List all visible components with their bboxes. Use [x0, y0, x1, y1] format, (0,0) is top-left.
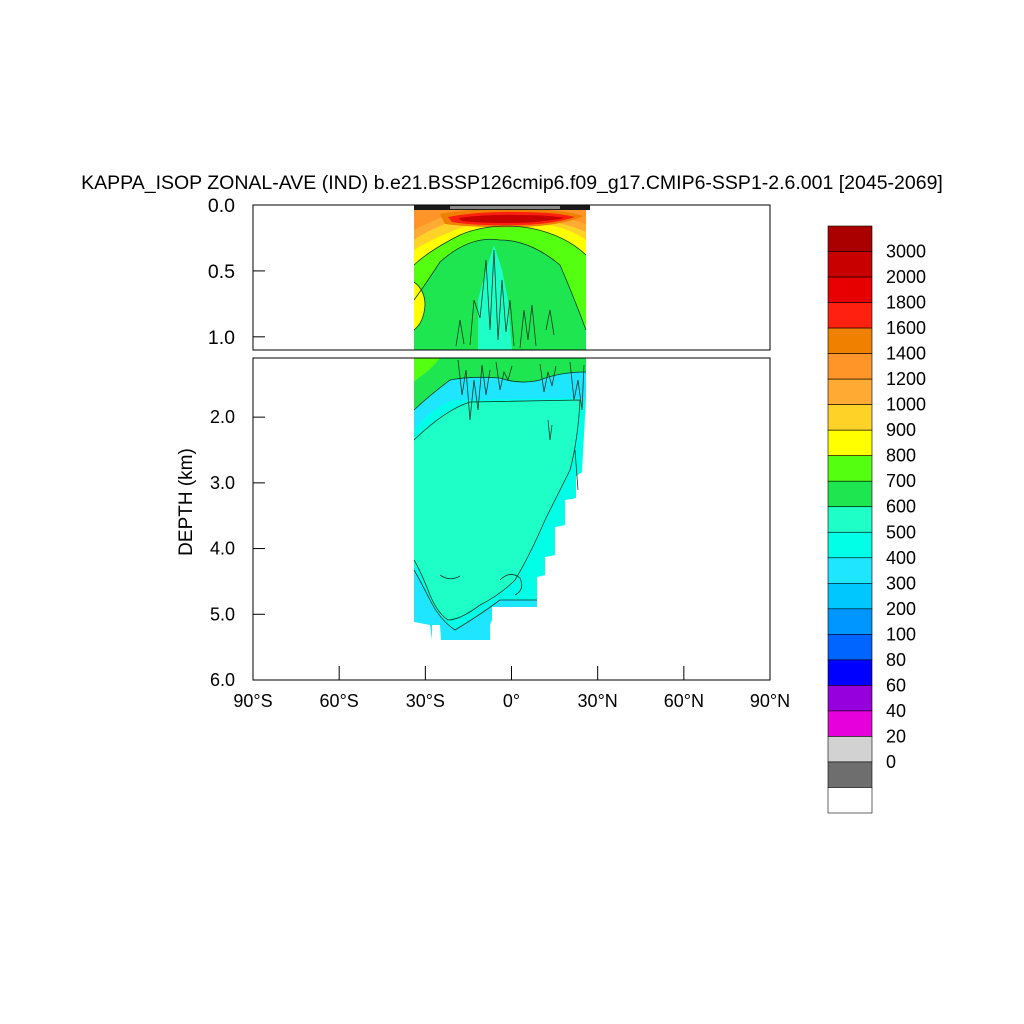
colorbar-label: 20 — [886, 726, 906, 746]
colorbar-swatch — [827, 634, 873, 661]
colorbar-swatch — [827, 225, 873, 252]
colorbar-label: 0 — [886, 752, 896, 772]
upper-contour-lines — [413, 225, 587, 349]
lower-green-band — [414, 358, 586, 410]
y-tick-label-upper: 1.0 — [208, 327, 235, 349]
y-tick-label-lower: 2.0 — [210, 407, 235, 427]
colorbar-swatch — [827, 455, 873, 482]
colorbar-label: 100 — [886, 624, 916, 644]
colorbar-swatch — [827, 378, 873, 405]
colorbar-label: 300 — [886, 573, 916, 593]
colorbar: 3000200018001600140012001000900800700600… — [827, 225, 926, 814]
upper-panel — [413, 205, 590, 350]
colorbar-swatch — [827, 787, 873, 814]
y-tick-label-lower: 4.0 — [210, 539, 235, 559]
x-tick-label: 90°S — [233, 691, 272, 711]
colorbar-swatch — [827, 327, 873, 354]
surface-gray-band — [450, 206, 560, 209]
chart-title: KAPPA_ISOP ZONAL-AVE (IND) b.e21.BSSP126… — [81, 172, 943, 194]
colorbar-label: 1200 — [886, 369, 926, 389]
colorbar-label: 80 — [886, 650, 906, 670]
colorbar-swatch — [827, 531, 873, 559]
colorbar-swatch — [827, 736, 873, 763]
y-tick-label-lower: 5.0 — [210, 604, 235, 624]
x-tick-label: 90°N — [750, 691, 790, 711]
lower-700-patch — [414, 358, 440, 382]
colorbar-label: 800 — [886, 446, 916, 466]
x-tick-label: 30°N — [578, 691, 618, 711]
colorbar-label: 1000 — [886, 395, 926, 415]
colorbar-swatch — [827, 583, 873, 610]
lower-panel — [413, 358, 587, 640]
colorbar-swatch — [827, 251, 873, 278]
lower-contour-lines — [413, 359, 587, 631]
colorbar-swatch — [827, 480, 873, 508]
x-tick-label: 60°S — [320, 691, 359, 711]
colorbar-label: 500 — [886, 522, 916, 542]
x-tick-label: 30°S — [406, 691, 445, 711]
y-tick-label-upper: 0.5 — [208, 261, 235, 283]
colorbar-label: 200 — [886, 599, 916, 619]
colorbar-label: 3000 — [886, 242, 926, 262]
colorbar-swatch — [827, 276, 873, 303]
colorbar-label: 400 — [886, 548, 916, 568]
x-tick-label: 60°N — [664, 691, 704, 711]
surface-2000-core — [458, 214, 565, 223]
colorbar-label: 2000 — [886, 267, 926, 287]
lower-600-region — [414, 400, 580, 620]
colorbar-swatch — [827, 353, 873, 380]
colorbar-label: 700 — [886, 471, 916, 491]
colorbar-label: 1600 — [886, 318, 926, 338]
axes-group: 90°S 60°S 30°S 0° 30°N 60°N 90°N 0.0 0.5 1.0 2.0 3.… — [208, 195, 790, 711]
colorbar-swatch — [827, 710, 873, 737]
y-tick-label-upper: 0.0 — [208, 195, 235, 217]
colorbar-swatch — [827, 761, 873, 788]
y-tick-label-lower: 6.0 — [210, 670, 235, 690]
colorbar-label: 600 — [886, 497, 916, 517]
colorbar-swatch — [827, 608, 873, 635]
colorbar-label: 900 — [886, 420, 916, 440]
colorbar-swatch — [827, 302, 873, 329]
colorbar-label: 40 — [886, 701, 906, 721]
colorbar-swatch — [827, 404, 873, 431]
colorbar-swatch — [827, 659, 873, 686]
y-tick-label-lower: 3.0 — [210, 473, 235, 493]
upper-plot-frame — [252, 204, 771, 351]
y-axis-label: DEPTH (km) — [176, 448, 197, 556]
colorbar-label: 60 — [886, 675, 906, 695]
colorbar-label: 1800 — [886, 293, 926, 313]
colorbar-swatch — [827, 429, 873, 456]
colorbar-swatch — [827, 506, 873, 533]
x-tick-label: 0° — [503, 691, 520, 711]
mid-700-region — [414, 206, 586, 330]
colorbar-swatch — [827, 557, 873, 584]
colorbar-swatch — [827, 685, 873, 712]
colorbar-label: 1400 — [886, 344, 926, 364]
